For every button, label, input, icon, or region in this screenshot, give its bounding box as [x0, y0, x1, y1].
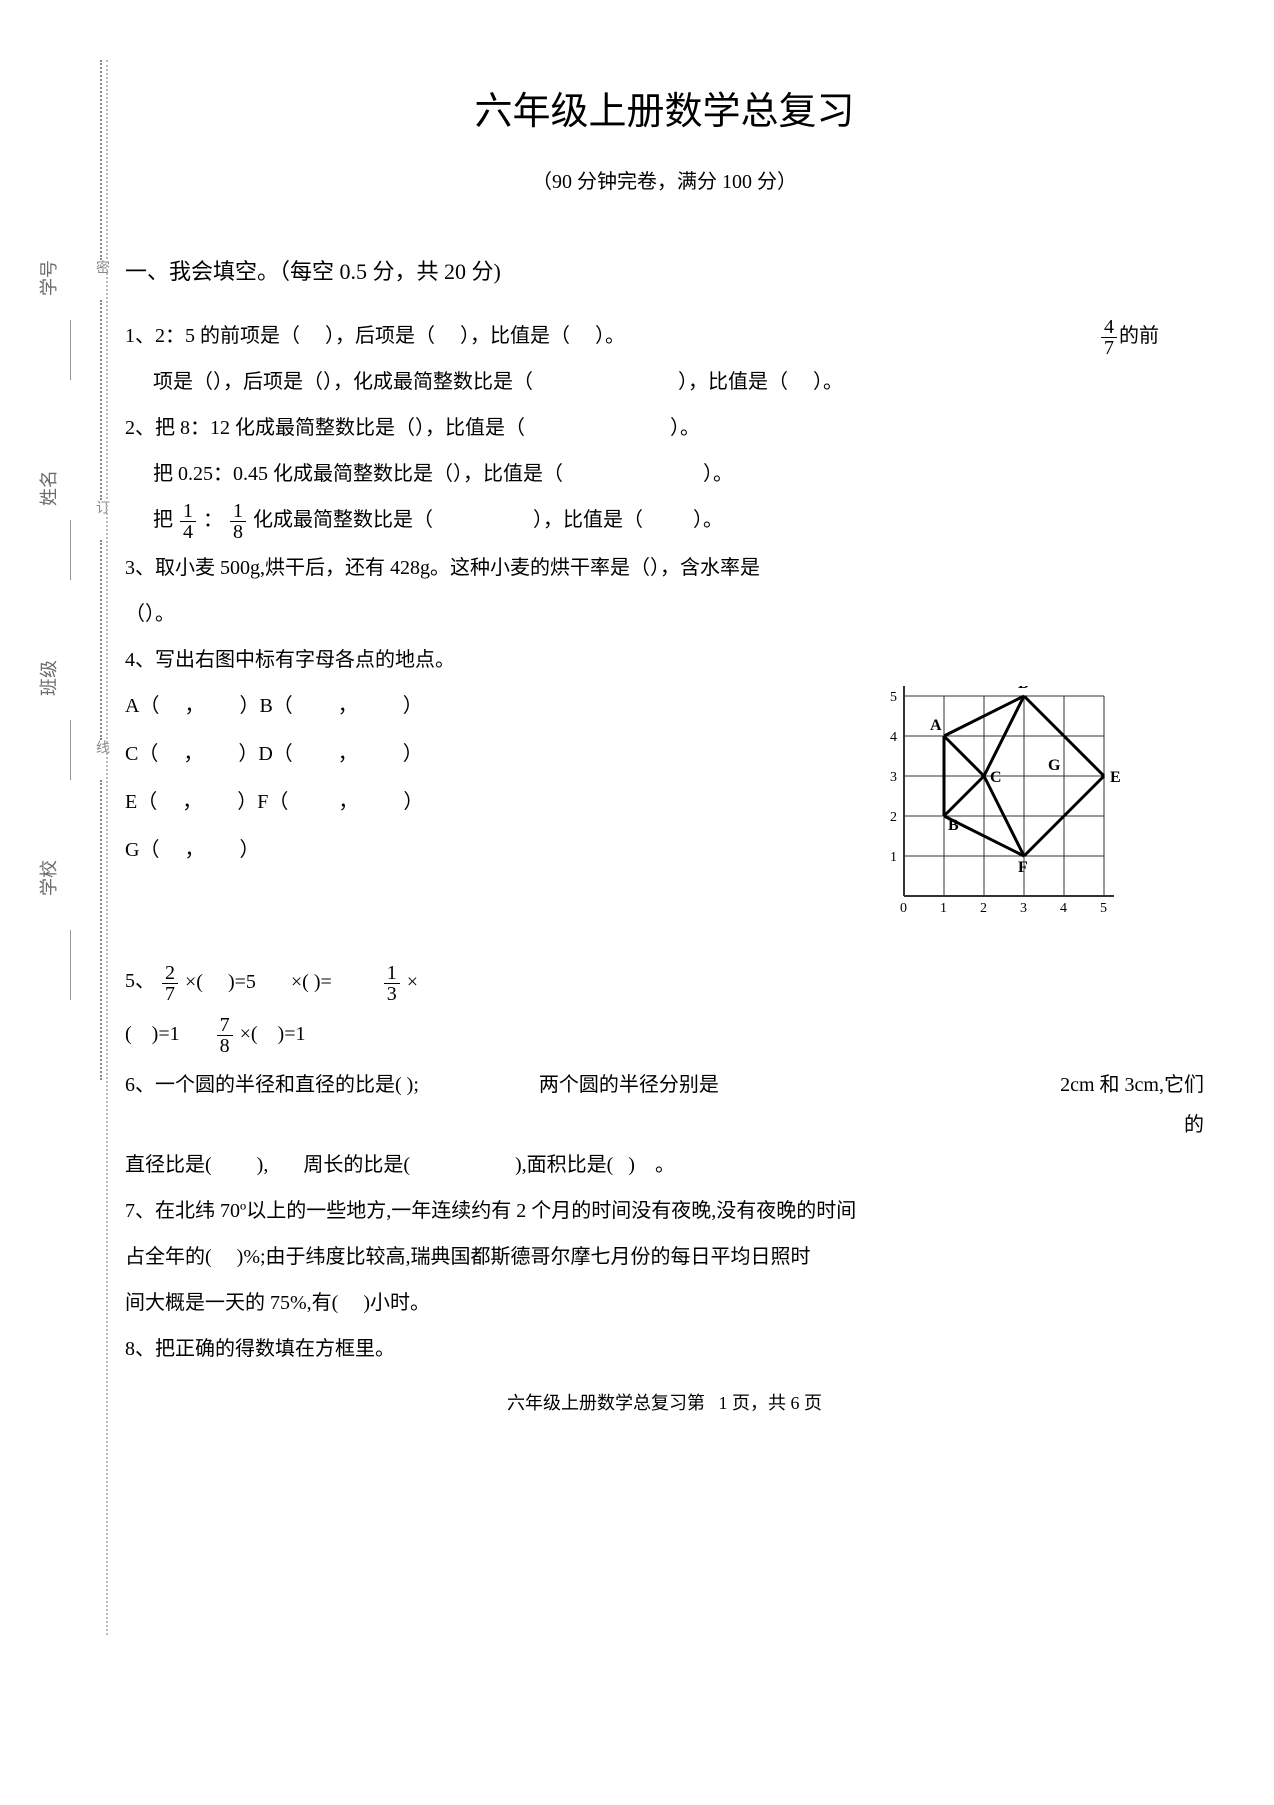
svg-text:3: 3 [890, 770, 897, 785]
fold-line [100, 780, 102, 1080]
question-8: 8、把正确的得数填在方框里。 [125, 1329, 1204, 1369]
question-4-title: 4、写出右图中标有字母各点的地点。 [125, 640, 1204, 680]
fold-label: 密 [91, 260, 111, 274]
coordinate-graph: 0 1 1 2 2 3 3 4 4 5 5 A B C D E F G [874, 686, 1144, 916]
svg-text:E: E [1110, 769, 1121, 786]
fraction: 78 [217, 1015, 233, 1056]
fraction: 13 [384, 963, 400, 1004]
page: 学号 姓名 班级 学校 密 订 线 六年级上册数学总复习 （90 分钟完卷，满分… [0, 0, 1274, 1805]
question-1-line2: 项是（），后项是（），化成最简整数比是（ ），比值是（ ）。 [125, 362, 1204, 402]
svg-text:4: 4 [890, 730, 897, 745]
margin-line [70, 930, 71, 1000]
question-3-line2: （）。 [125, 594, 1204, 634]
fold-line [100, 540, 102, 740]
question-6-line2: 直径比是( ), 周长的比是( ),面积比是( ) 。 [125, 1145, 1204, 1185]
svg-text:F: F [1018, 859, 1028, 876]
fraction: 14 [180, 501, 196, 542]
binding-margin: 学号 姓名 班级 学校 [0, 60, 110, 1745]
margin-label-school: 学校 [35, 860, 61, 896]
margin-line [70, 320, 71, 380]
question-5: 5、 27 ×( )=5 ×( )= 13 × ( )=1 78 ×( )=1 [125, 956, 1204, 1059]
page-title: 六年级上册数学总复习 [125, 80, 1204, 135]
fold-line-inner [106, 60, 108, 1635]
section-title: 一、我会填空。（每空 0.5 分，共 20 分) [125, 254, 1204, 286]
svg-text:1: 1 [940, 901, 947, 916]
content: 六年级上册数学总复习 （90 分钟完卷，满分 100 分） 一、我会填空。（每空… [125, 60, 1204, 1435]
fold-line [100, 60, 102, 260]
question-7-line3: 间大概是一天的 75%,有( )小时。 [125, 1283, 1204, 1323]
svg-text:3: 3 [1020, 901, 1027, 916]
question-6: 2cm 和 3cm,它们 的 6、一个圆的半径和直径的比是( ); 两个圆的半径… [125, 1065, 1204, 1105]
svg-text:C: C [990, 769, 1002, 786]
svg-text:1: 1 [890, 850, 897, 865]
question-1: 1、2：5 的前项是（ ），后项是（ ），比值是（ ）。 4 7 的前 [125, 316, 1204, 356]
svg-text:A: A [930, 717, 942, 734]
question-2-line2: 把 0.25：0.45 化成最简整数比是（），比值是（ ）。 [125, 454, 1204, 494]
fraction: 4 7 [1101, 317, 1117, 358]
fraction: 27 [162, 963, 178, 1004]
question-3-line1: 3、取小麦 500g,烘干后，还有 428g。这种小麦的烘干率是（），含水率是 [125, 548, 1204, 588]
q4-row: G（ ， ） [125, 830, 505, 870]
question-7-line1: 7、在北纬 70º以上的一些地方,一年连续约有 2 个月的时间没有夜晚,没有夜晚… [125, 1191, 1204, 1231]
question-4-body: A（ ， ）B（ ， ） C（ ， ）D（ ， ） E（ ， ）F（ ， ） G… [125, 686, 1204, 936]
fold-line [100, 300, 102, 500]
question-2-line3: 把 14 ： 18 化成最简整数比是（ ），比值是（ ）。 [125, 500, 1204, 542]
q4-row: E（ ， ）F（ ， ） [125, 782, 505, 822]
svg-text:G: G [1048, 757, 1061, 774]
svg-text:0: 0 [900, 901, 907, 916]
margin-line [70, 720, 71, 780]
page-subtitle: （90 分钟完卷，满分 100 分） [125, 165, 1204, 194]
page-footer: 六年级上册数学总复习第 1 页，共 6 页 [125, 1389, 1204, 1415]
question-2-line1: 2、把 8：12 化成最简整数比是（），比值是（ ）。 [125, 408, 1204, 448]
fold-label: 线 [91, 740, 111, 754]
fraction: 18 [230, 501, 246, 542]
margin-label-id: 学号 [35, 260, 61, 296]
svg-text:B: B [948, 817, 959, 834]
margin-line [70, 520, 71, 580]
margin-label-name: 姓名 [35, 470, 61, 506]
q1-tail: 的前 [1119, 325, 1159, 347]
svg-text:2: 2 [890, 810, 897, 825]
q4-row: C（ ， ）D（ ， ） [125, 734, 505, 774]
q4-row: A（ ， ）B（ ， ） [125, 686, 505, 726]
question-7-line2: 占全年的( )%;由于纬度比较高,瑞典国都斯德哥尔摩七月份的每日平均日照时 [125, 1237, 1204, 1277]
svg-text:4: 4 [1060, 901, 1067, 916]
margin-label-class: 班级 [35, 660, 61, 696]
svg-text:5: 5 [1100, 901, 1107, 916]
q1-text: 1、2：5 的前项是（ ），后项是（ ），比值是（ ）。 [125, 325, 625, 347]
fold-label: 订 [91, 500, 111, 514]
svg-text:5: 5 [890, 690, 897, 705]
q5-lead: 5、 [125, 970, 155, 992]
svg-text:D: D [1018, 686, 1030, 692]
svg-text:2: 2 [980, 901, 987, 916]
